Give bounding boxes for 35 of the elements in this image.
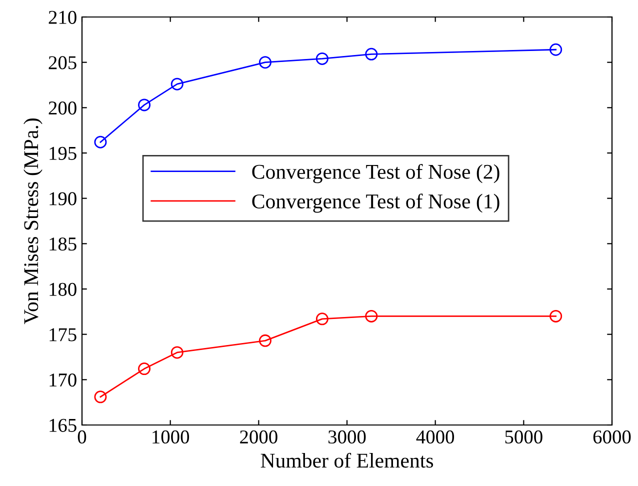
point bbox=[550, 43, 562, 56]
x-tick-label: 6000 bbox=[593, 430, 631, 444]
point bbox=[316, 52, 328, 65]
y-tick-label: 205 bbox=[48, 56, 76, 70]
y-tick-label: 165 bbox=[50, 418, 76, 432]
point bbox=[365, 310, 378, 322]
y-tick-label: 175 bbox=[50, 328, 76, 342]
y-tick-label: 200 bbox=[48, 101, 76, 115]
x-tick-label: 1000 bbox=[152, 430, 190, 444]
point bbox=[365, 48, 378, 60]
point bbox=[258, 56, 272, 69]
y-tick-label: 185 bbox=[50, 237, 76, 251]
x-tick-label: 5000 bbox=[505, 430, 542, 444]
point bbox=[94, 136, 107, 148]
point bbox=[170, 78, 184, 90]
legend-label: Convergence Test of Nose (2) bbox=[252, 164, 500, 184]
point bbox=[138, 362, 151, 376]
y-tick-label: 210 bbox=[48, 10, 76, 24]
point bbox=[316, 312, 328, 326]
x-axis-title: Number of Elements bbox=[260, 452, 434, 468]
x-tick-label: 2000 bbox=[240, 430, 278, 444]
y-tick-label: 195 bbox=[50, 146, 76, 160]
point bbox=[258, 334, 272, 347]
y-axis-title: Von Mises Stress (MPa.) bbox=[24, 118, 42, 324]
y-tick-label: 190 bbox=[50, 192, 76, 206]
legend-label: Convergence Test of Nose (1) bbox=[252, 194, 500, 213]
x-tick-label: 0 bbox=[78, 430, 86, 444]
y-tick-label: 180 bbox=[50, 282, 76, 296]
y-tick-label: 170 bbox=[50, 373, 76, 387]
point bbox=[138, 98, 151, 112]
x-tick-label: 3000 bbox=[328, 430, 366, 444]
point bbox=[170, 346, 184, 359]
point bbox=[94, 390, 107, 404]
x-tick-label: 4000 bbox=[416, 430, 454, 444]
point bbox=[550, 310, 562, 322]
